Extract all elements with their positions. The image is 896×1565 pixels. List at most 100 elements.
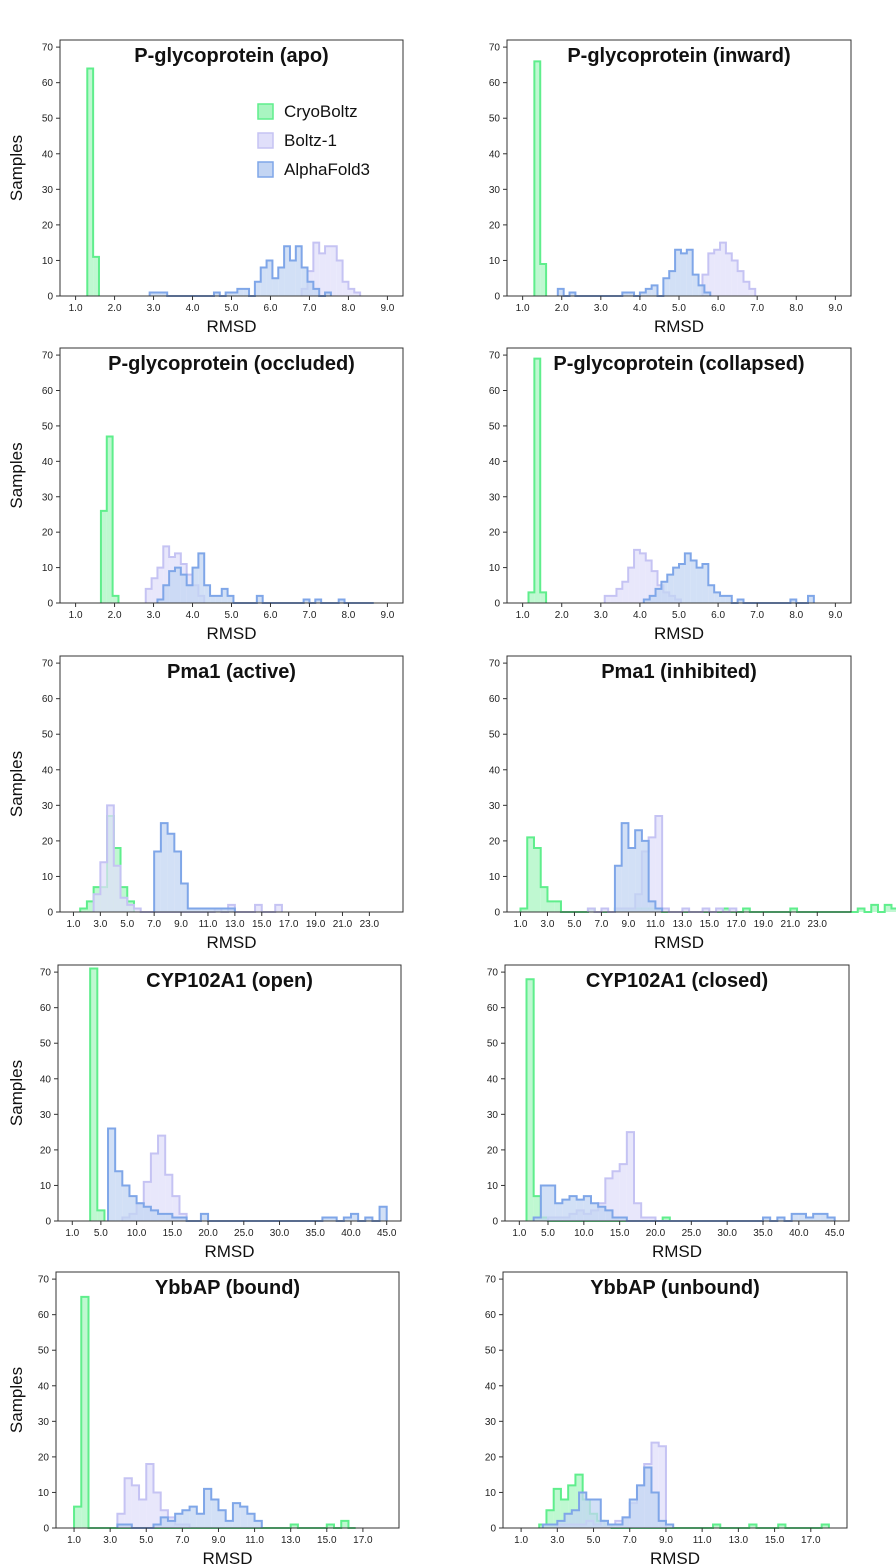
histogram-bar [731, 260, 738, 296]
histogram-bar [255, 904, 262, 912]
histogram-bar [313, 242, 320, 296]
histogram-bar [808, 595, 814, 603]
histogram-bar [192, 567, 199, 603]
x-tick-label: 3.0 [594, 610, 608, 621]
y-tick-label: 50 [42, 730, 54, 741]
x-tick-label: 3.0 [93, 919, 107, 930]
series-outline [153, 822, 236, 912]
histogram-bar [662, 908, 669, 912]
y-tick-label: 70 [40, 968, 52, 979]
histogram-bar [112, 595, 119, 603]
histogram-bar [379, 1206, 387, 1221]
histogram-bar [329, 1217, 337, 1221]
histogram-bar [143, 1206, 151, 1221]
histogram-bar [97, 1210, 105, 1221]
histogram-bar [225, 1520, 233, 1528]
histogram-bar [313, 288, 320, 296]
histogram-bar [655, 588, 662, 603]
x-axis-label: RMSD [206, 624, 256, 643]
y-tick-label: 30 [487, 1110, 499, 1121]
x-tick-label: 3.0 [550, 1535, 564, 1546]
histogram-bar [100, 862, 108, 912]
y-axis-label: Samples [7, 442, 26, 508]
histogram-bar [645, 288, 652, 296]
x-tick-label: 9.0 [174, 919, 188, 930]
y-tick-label: 60 [38, 1310, 50, 1321]
y-tick-label: 10 [42, 563, 54, 574]
y-tick-label: 70 [489, 43, 501, 54]
histogram-bar [122, 1185, 130, 1221]
histogram-bar [325, 292, 331, 296]
y-tick-label: 0 [47, 908, 53, 919]
y-tick-label: 20 [489, 836, 501, 847]
histogram-bar [716, 908, 723, 912]
y-tick-label: 50 [485, 1346, 497, 1357]
x-tick-label: 7.0 [594, 919, 608, 930]
chart-title: YbbAP (bound) [155, 1277, 300, 1299]
histogram-bar [247, 1513, 255, 1528]
histogram-bar [798, 1213, 806, 1221]
x-tick-label: 7.0 [750, 610, 764, 621]
histogram-bar [610, 595, 617, 603]
histogram-bar [326, 1524, 335, 1528]
histogram-bar [684, 553, 691, 603]
histogram-bar [708, 585, 715, 603]
histogram-bar [714, 592, 721, 603]
histogram-bar [533, 1217, 541, 1221]
series-outline [99, 435, 120, 603]
histogram-bar [336, 260, 343, 296]
histogram-bar [113, 865, 121, 912]
chart-title: P-glycoprotein (apo) [134, 45, 328, 67]
histogram-bar [651, 1492, 659, 1528]
x-tick-label: 13.0 [281, 1535, 301, 1546]
y-tick-label: 10 [489, 256, 501, 267]
x-tick-label: 10.0 [127, 1228, 147, 1239]
histogram-bar [143, 1181, 151, 1221]
histogram-bar [725, 595, 732, 603]
histogram-bar [720, 242, 726, 296]
y-tick-label: 70 [38, 1275, 50, 1286]
y-tick-label: 30 [38, 1417, 50, 1428]
histogram-bar [117, 1524, 125, 1528]
histogram-bar [158, 1213, 166, 1221]
x-tick-label: 9.0 [212, 1535, 226, 1546]
histogram-bar [619, 1164, 627, 1221]
x-axis-label: RMSD [204, 1242, 254, 1261]
histogram-bar [330, 246, 337, 296]
histogram-bar [117, 1513, 125, 1528]
chart-panel: 0 10 20 30 40 50 60 70 1.0 3.0 5.0 7.0 9.0 11.0 13.0 15… [485, 1271, 848, 1565]
histogram-bar [725, 253, 732, 296]
legend-swatch [257, 161, 274, 178]
y-tick-label: 50 [487, 1039, 499, 1050]
histogram-bar [550, 1524, 558, 1528]
legend-swatch [257, 132, 274, 149]
series-outline [107, 1127, 388, 1222]
histogram-bar [254, 1520, 262, 1528]
histogram-bar [133, 908, 141, 912]
x-tick-label: 5.0 [225, 610, 239, 621]
y-tick-label: 70 [42, 43, 54, 54]
y-tick-label: 60 [489, 386, 501, 397]
histogram-bar [626, 1132, 634, 1221]
histogram-bar [713, 1524, 721, 1528]
y-tick-label: 0 [494, 599, 500, 610]
histogram-bar [157, 599, 164, 603]
histogram-bar [165, 1174, 173, 1221]
x-tick-label: 5.0 [567, 919, 581, 930]
y-tick-label: 60 [489, 694, 501, 705]
x-tick-label: 5.0 [139, 1535, 153, 1546]
histogram-bar [165, 1213, 173, 1221]
histogram-bar [669, 271, 676, 296]
histogram-bar [290, 1524, 298, 1528]
series-outline [533, 60, 548, 296]
series-cryoboltz [99, 435, 120, 603]
histogram-bar [93, 894, 101, 912]
x-tick-label: 9.0 [828, 610, 842, 621]
histogram-bar [87, 68, 94, 296]
histogram-bar [547, 901, 555, 912]
chart-title: P-glycoprotein (inward) [567, 45, 790, 67]
x-tick-label: 20.0 [198, 1228, 218, 1239]
histogram-bar [790, 908, 798, 912]
x-tick-label: 5.0 [541, 1228, 555, 1239]
